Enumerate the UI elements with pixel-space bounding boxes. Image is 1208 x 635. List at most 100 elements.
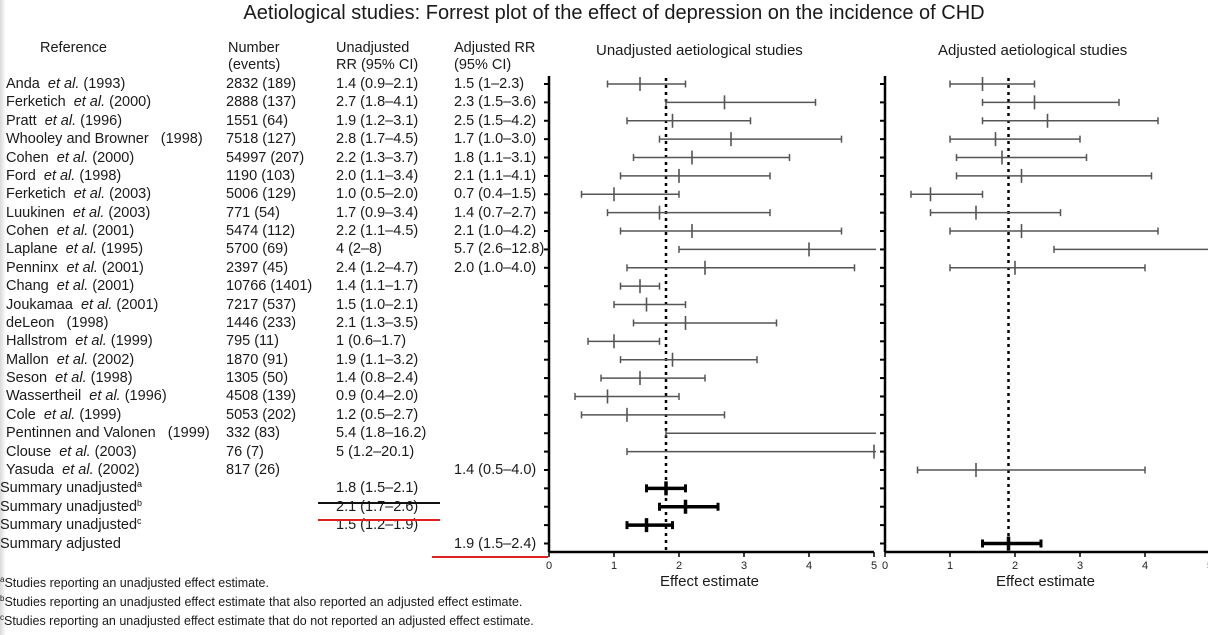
footnote-marker: a (137, 479, 143, 490)
study-number-events: 2397 (45) (226, 259, 289, 276)
et-al: et al. (66, 259, 98, 276)
study-unadjusted-rr: 2.0 (1.1–3.4) (336, 167, 419, 184)
x-tick-label: 1 (611, 560, 617, 572)
study-year: (1999) (163, 425, 210, 442)
study-unadjusted-rr: 5 (1.2–20.1) (336, 443, 415, 460)
study-author: deLeon (6, 314, 63, 331)
study-author: Yasuda (6, 461, 63, 478)
study-reference: Anda et al. (1993) (6, 75, 125, 93)
footnote: aStudies reporting an unadjusted effect … (0, 576, 269, 591)
study-unadjusted-rr: 1.9 (1.1–3.2) (336, 351, 419, 368)
header-unadjusted-line2: RR (95% CI) (336, 57, 419, 73)
study-number-events: 1551 (64) (226, 112, 289, 129)
study-author: Hallstrom (6, 333, 76, 350)
study-reference: Chang et al. (2001) (6, 277, 134, 295)
study-reference: Cohen et al. (2001) (6, 222, 134, 240)
study-adjusted-rr: 1.5 (1–2.3) (454, 76, 525, 92)
x-tick-label: 5 (871, 560, 877, 572)
et-al: et al. (44, 112, 77, 129)
x-tick-label: 3 (741, 560, 747, 572)
study-author: Chang (6, 278, 57, 295)
summary-adjusted-underline-red (432, 556, 548, 558)
study-year: (2002) (88, 351, 135, 368)
study-reference: Cole et al. (1999) (6, 406, 121, 424)
study-unadjusted-rr: 2.2 (1.1–4.5) (336, 223, 419, 240)
study-reference: Yasuda et al. (2002) (6, 461, 140, 479)
x-axis-title: Effect estimate (996, 573, 1095, 590)
study-author: Mallon (6, 351, 57, 368)
study-reference: Mallon et al. (2002) (6, 351, 134, 369)
study-author: Pentinnen and Valonen (6, 425, 164, 442)
study-number-events: 54997 (207) (226, 149, 305, 166)
study-year: (2003) (104, 204, 151, 221)
footnote-marker: c (0, 613, 4, 622)
study-number-events: 1870 (91) (226, 351, 289, 368)
et-al: et al. (62, 461, 94, 478)
study-reference: Pratt et al. (1996) (6, 112, 122, 130)
study-number-events: 5474 (112) (226, 223, 296, 240)
study-unadjusted-rr: 1.4 (0.8–2.4) (336, 370, 419, 387)
study-reference: Hallstrom et al. (1999) (6, 332, 153, 350)
study-adjusted-rr: 1.4 (0.7–2.7) (454, 204, 537, 221)
footnote-text: Studies reporting an unadjusted effect e… (4, 576, 269, 590)
x-tick-label: 0 (882, 560, 888, 572)
study-year: (2001) (88, 223, 135, 240)
study-adjusted-rr: 0.7 (0.4–1.5) (454, 186, 537, 203)
study-author: Ford (6, 167, 44, 184)
study-unadjusted-rr: 1.4 (0.9–2.1) (336, 76, 419, 92)
study-reference: Whooley and Browner (1998) (6, 130, 203, 148)
study-unadjusted-rr: 2.4 (1.2–4.7) (336, 259, 419, 276)
study-year: (2001) (88, 278, 135, 295)
figure-title: Aetiological studies: Forrest plot of th… (243, 2, 985, 24)
study-adjusted-rr: 1.7 (1.0–3.0) (454, 131, 537, 148)
study-year: (2003) (105, 186, 152, 203)
study-number-events: 7518 (127) (226, 131, 297, 148)
study-unadjusted-rr: 5.4 (1.8–16.2) (336, 425, 427, 442)
study-year: (1996) (120, 388, 167, 405)
study-reference: Wassertheil et al. (1996) (6, 387, 167, 405)
study-unadjusted-rr: 0.9 (0.4–2.0) (336, 388, 419, 405)
study-number-events: 5700 (69) (226, 241, 289, 258)
study-year: (2000) (88, 149, 135, 166)
et-al: et al. (56, 149, 89, 166)
study-year: (1999) (106, 333, 153, 350)
study-unadjusted-rr: 2.8 (1.7–4.5) (336, 131, 419, 148)
x-tick-label: 2 (676, 560, 682, 572)
x-tick-label: 0 (546, 560, 552, 572)
et-al: et al. (55, 370, 87, 387)
study-number-events: 817 (26) (226, 461, 281, 478)
study-number-events: 1446 (233) (226, 314, 297, 331)
study-number-events: 2888 (137) (226, 94, 297, 111)
et-al: et al. (72, 204, 105, 221)
study-adjusted-rr: 1.8 (1.1–3.1) (454, 149, 537, 166)
study-year: (2003) (90, 443, 137, 460)
et-al: et al. (75, 333, 107, 350)
study-number-events: 4508 (139) (226, 388, 297, 405)
header-reference: Reference (40, 40, 107, 56)
study-author: Laplane (6, 241, 66, 258)
study-number-events: 5006 (129) (226, 186, 297, 203)
study-year: (1998) (62, 314, 109, 331)
et-al: et al. (80, 296, 113, 313)
footnote-marker: a (0, 575, 5, 584)
study-reference: Cohen et al. (2000) (6, 149, 134, 167)
study-unadjusted-rr: 2.1 (1.3–3.5) (336, 314, 419, 331)
study-reference: Joukamaa et al. (2001) (6, 296, 158, 314)
study-number-events: 2832 (189) (226, 76, 297, 92)
study-year: (1995) (97, 241, 144, 258)
summary-adjusted-rr: 1.9 (1.5–2.4) (454, 535, 537, 552)
study-author: Luukinen (6, 204, 73, 221)
panel-title-adjusted: Adjusted aetiological studies (938, 42, 1128, 59)
study-year: (1996) (76, 112, 123, 129)
page-edge-shadow (0, 0, 6, 635)
study-number-events: 771 (54) (226, 204, 281, 221)
study-reference: deLeon (1998) (6, 314, 108, 332)
study-number-events: 1190 (103) (226, 167, 296, 184)
panel-title-unadjusted: Unadjusted aetiological studies (596, 42, 803, 59)
study-adjusted-rr: 2.1 (1.1–4.1) (454, 167, 537, 184)
study-adjusted-rr: 1.4 (0.5–4.0) (454, 461, 537, 478)
study-unadjusted-rr: 1.0 (0.5–2.0) (336, 186, 419, 203)
et-al: et al. (43, 167, 76, 184)
study-reference: Clouse et al. (2003) (6, 443, 137, 461)
